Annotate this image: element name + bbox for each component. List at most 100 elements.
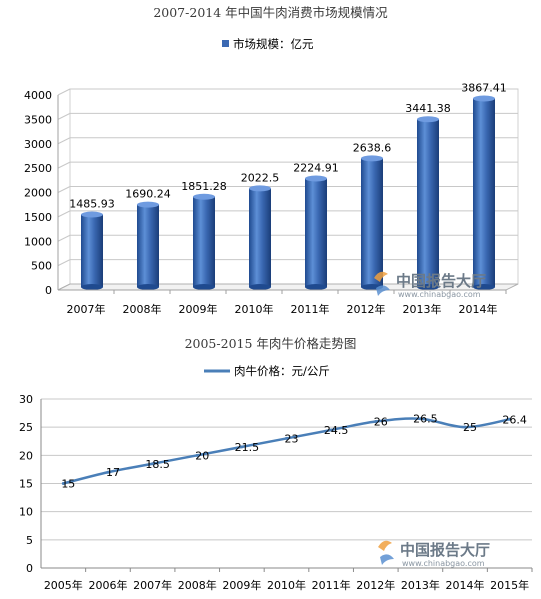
bar-base xyxy=(473,284,495,290)
bar xyxy=(193,193,215,290)
bar xyxy=(305,175,327,290)
data-point xyxy=(329,428,333,432)
x-tick-label: 2015年 xyxy=(490,578,529,592)
point-value-label: 23 xyxy=(285,432,299,445)
gridline-side xyxy=(57,210,71,218)
data-point xyxy=(106,470,110,474)
bar-value-label: 3441.38 xyxy=(405,102,451,115)
x-tick-label: 2011年 xyxy=(312,578,351,592)
y-tick-label: 15 xyxy=(19,478,33,491)
y-tick-label: 10 xyxy=(19,506,33,519)
bar-top xyxy=(137,201,159,208)
x-tick-label: 2013年 xyxy=(401,578,440,592)
bar-body xyxy=(137,204,159,287)
bar-value-label: 1851.28 xyxy=(181,180,227,193)
gridline-side xyxy=(57,259,71,267)
gridline-side xyxy=(57,234,71,242)
x-tick-label: 2010年 xyxy=(235,302,274,316)
bar-base xyxy=(249,284,271,290)
x-tick-label: 2012年 xyxy=(356,578,395,592)
x-tick-label: 2009年 xyxy=(179,302,218,316)
bar-base xyxy=(417,284,439,290)
bar-base xyxy=(193,284,215,290)
data-point xyxy=(508,417,512,421)
bar-base xyxy=(305,284,327,290)
x-tick-label: 2006年 xyxy=(88,578,127,592)
data-point xyxy=(418,417,422,421)
y-tick-label: 1000 xyxy=(24,235,52,248)
bar-top xyxy=(361,155,383,162)
bar-chart: 市场规模：亿元 0 500 1000 1500 2000 2500 3000 3500 4000 1… xyxy=(24,37,519,316)
bar-body xyxy=(81,214,103,287)
x-tick-label: 2005年 xyxy=(44,578,83,592)
chart1-watermark-logo-icon xyxy=(374,271,388,282)
y-tick-label: 1500 xyxy=(24,211,52,224)
legend-label: 市场规模：亿元 xyxy=(233,37,314,51)
chart2-watermark-logo-icon-2 xyxy=(380,554,394,565)
gridline-side xyxy=(57,88,71,96)
bar-top xyxy=(417,116,439,123)
y-tick-label: 3500 xyxy=(24,113,52,126)
bar-value-label: 1690.24 xyxy=(125,188,171,201)
x-tick-label: 2012年 xyxy=(347,302,386,316)
y-tick-label: 0 xyxy=(45,284,52,297)
x-tick-label: 2008年 xyxy=(123,302,162,316)
gridline-side xyxy=(57,112,71,120)
point-value-label: 24.5 xyxy=(324,424,349,437)
gridline-side xyxy=(57,186,71,193)
chart1-watermark-text: 中国报告大厅 xyxy=(396,272,486,290)
data-point xyxy=(240,445,244,449)
x-tick-label: 2010年 xyxy=(267,578,306,592)
point-value-label: 18.5 xyxy=(145,458,170,471)
bar-value-label: 1485.93 xyxy=(69,198,115,211)
y-tick-label: 500 xyxy=(31,260,52,273)
chart2-watermark-url: www.chinabgao.com xyxy=(402,559,485,568)
bar-base xyxy=(81,284,103,290)
bar-value-label: 2224.91 xyxy=(293,162,339,175)
point-value-label: 17 xyxy=(106,466,120,479)
y-tick-label: 5 xyxy=(26,534,33,547)
y-tick-label: 4000 xyxy=(24,89,52,102)
y-tick-label: 0 xyxy=(26,562,33,575)
bar-value-label: 2022.5 xyxy=(241,171,280,184)
bar-body xyxy=(193,196,215,287)
bar-top xyxy=(249,185,271,192)
series-line xyxy=(63,417,510,485)
point-value-label: 25 xyxy=(463,421,477,434)
bar xyxy=(417,116,439,290)
bar xyxy=(137,201,159,290)
data-point xyxy=(61,482,65,485)
point-value-label: 26.5 xyxy=(413,413,438,426)
y-tick-label: 3000 xyxy=(24,138,52,151)
data-point xyxy=(285,436,288,440)
bar-body xyxy=(361,158,383,287)
bar-value-label: 2638.6 xyxy=(353,141,392,154)
x-tick-label: 2007年 xyxy=(67,302,106,316)
bar-body xyxy=(473,98,495,287)
bar-body xyxy=(305,178,327,287)
chart1-watermark-logo-icon-2 xyxy=(376,285,390,296)
data-point xyxy=(151,462,155,466)
x-tick-label: 2008年 xyxy=(178,578,217,592)
bar-top xyxy=(305,175,327,182)
data-point xyxy=(374,420,378,424)
point-value-label: 21.5 xyxy=(235,441,260,454)
line-chart: 肉牛价格：元/公斤 0 5 10 15 20 25 30 15 2005年 17 2006年 18.5 2… xyxy=(19,364,533,592)
x-tick-label: 2007年 xyxy=(133,578,172,592)
y-tick-label: 30 xyxy=(19,393,33,406)
chart1-watermark-url: www.chinabgao.com xyxy=(398,290,481,299)
chart2-watermark-logo-icon xyxy=(378,540,392,551)
bar-value-label: 3867.41 xyxy=(461,81,507,94)
gridline-side xyxy=(57,161,71,169)
y-tick-label: 20 xyxy=(19,449,33,462)
bar-body xyxy=(249,188,271,287)
x-tick-label: 2014年 xyxy=(459,302,498,316)
y-tick-label: 2500 xyxy=(24,162,52,175)
bar-body xyxy=(417,119,439,287)
data-point xyxy=(463,425,467,429)
chart1-title: 2007-2014 年中国牛肉消费市场规模情况 xyxy=(153,5,388,20)
chart2-watermark-text: 中国报告大厅 xyxy=(400,541,490,559)
legend-label: 肉牛价格：元/公斤 xyxy=(234,364,330,378)
